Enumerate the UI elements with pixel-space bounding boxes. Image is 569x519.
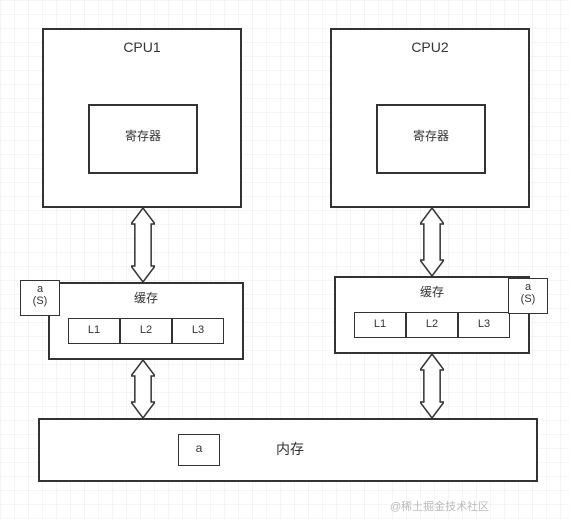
cache2-level-L2-label: L2 (406, 318, 458, 330)
cache1-level-L2-label: L2 (120, 324, 172, 336)
double-arrow-2 (131, 360, 155, 418)
cpu1-register-label: 寄存器 (88, 130, 198, 143)
cache2-level-L1-label: L1 (354, 318, 406, 330)
double-arrow-3 (420, 354, 444, 418)
cache2-title: 缓存 (334, 286, 530, 299)
memory-title: 内存 (250, 442, 330, 457)
cache1-title: 缓存 (48, 292, 244, 305)
cache2-tag-label: a(S) (508, 281, 548, 305)
watermark: @稀土掘金技术社区 (390, 498, 489, 514)
double-arrow-0 (131, 208, 155, 282)
cpu2-register-label: 寄存器 (376, 130, 486, 143)
cpu1-title: CPU1 (42, 40, 242, 55)
memory-a-label: a (178, 442, 220, 455)
cache1-tag-label: a(S) (20, 283, 60, 307)
cpu2-title: CPU2 (330, 40, 530, 55)
double-arrow-1 (420, 208, 444, 276)
cache2-level-L3-label: L3 (458, 318, 510, 330)
cache1-level-L1-label: L1 (68, 324, 120, 336)
cache1-level-L3-label: L3 (172, 324, 224, 336)
